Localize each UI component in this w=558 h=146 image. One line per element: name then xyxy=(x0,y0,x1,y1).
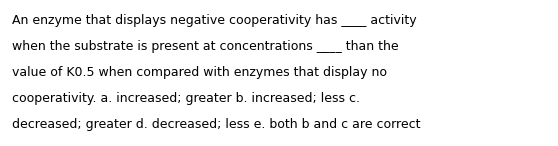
Text: when the substrate is present at concentrations ____ than the: when the substrate is present at concent… xyxy=(12,40,398,53)
Text: value of K0.5 when compared with enzymes that display no: value of K0.5 when compared with enzymes… xyxy=(12,66,387,79)
Text: An enzyme that displays negative cooperativity has ____ activity: An enzyme that displays negative coopera… xyxy=(12,14,417,27)
Text: decreased; greater d. decreased; less e. both b and c are correct: decreased; greater d. decreased; less e.… xyxy=(12,118,421,131)
Text: cooperativity. a. increased; greater b. increased; less c.: cooperativity. a. increased; greater b. … xyxy=(12,92,360,105)
